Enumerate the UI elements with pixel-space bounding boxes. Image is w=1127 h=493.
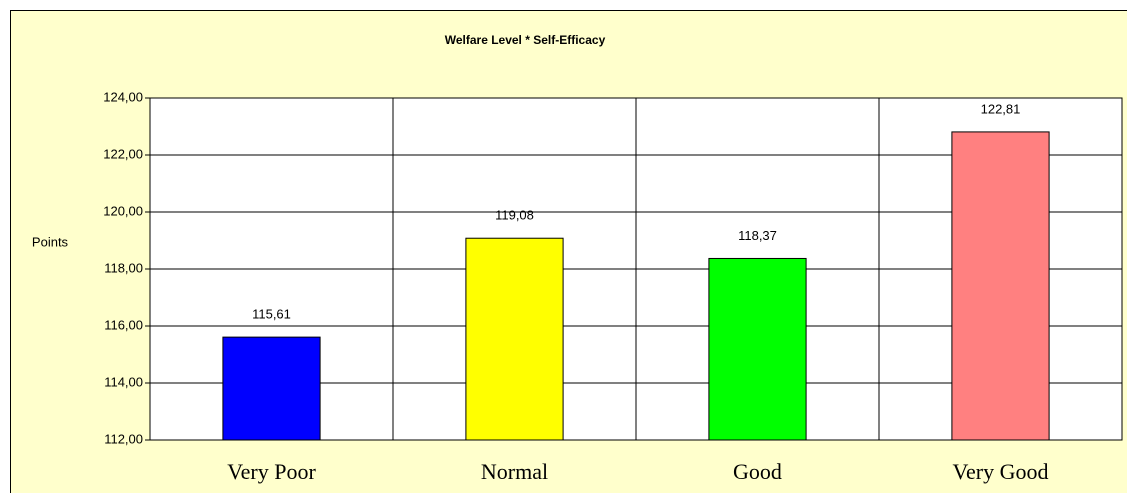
y-tick-label: 116,00: [104, 317, 143, 332]
y-tick-label: 114,00: [104, 374, 143, 389]
y-tick-label: 112,00: [104, 431, 143, 446]
value-label: 119,08: [495, 208, 534, 223]
bar: [708, 257, 807, 441]
bar: [222, 336, 321, 441]
x-tick-label: Good: [733, 459, 782, 484]
y-tick-label: 124,00: [103, 89, 143, 104]
y-axis-label: Points: [32, 234, 69, 249]
x-tick-label: Very Good: [953, 459, 1049, 484]
chart-title: Welfare Level * Self-Efficacy: [445, 33, 606, 47]
bar: [465, 237, 564, 441]
x-tick-label: Very Poor: [227, 459, 316, 484]
bar: [951, 131, 1050, 441]
y-tick-label: 118,00: [104, 260, 143, 275]
y-tick-label: 122,00: [103, 146, 143, 161]
value-label: 122,81: [981, 101, 1021, 116]
value-label: 115,61: [252, 307, 291, 322]
value-label: 118,37: [738, 228, 777, 243]
x-tick-label: Normal: [481, 459, 548, 484]
y-tick-label: 120,00: [103, 203, 143, 218]
